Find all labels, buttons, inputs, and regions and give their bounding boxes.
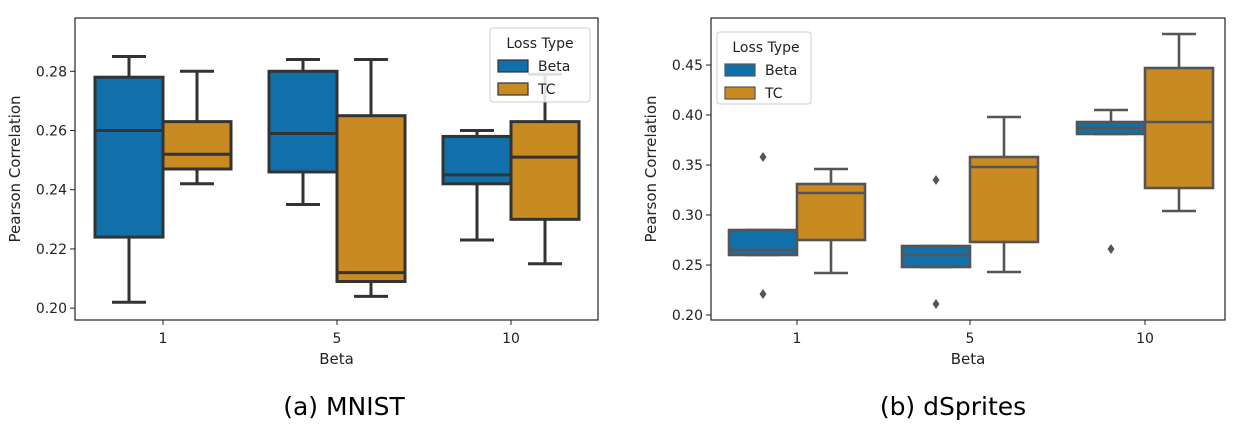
x-axis-label: Beta — [319, 350, 354, 368]
y-tick-label: 0.45 — [672, 58, 703, 74]
y-axis-label: Pearson Correlation — [6, 95, 24, 242]
box-body-beta — [267, 69, 339, 174]
legend-title: Loss Type — [732, 40, 799, 56]
outlier-marker — [759, 289, 767, 299]
y-tick-label: 0.20 — [672, 308, 703, 324]
y-tick-label: 0.22 — [36, 242, 67, 258]
box-body-tc — [968, 155, 1040, 244]
box-body-beta — [93, 75, 165, 239]
box-body-beta — [441, 134, 513, 186]
legend-label-tc: TC — [764, 86, 783, 102]
legend-swatch-tc — [724, 86, 756, 100]
outlier-marker — [759, 152, 767, 162]
dsprites-chart: 0.20 0.25 0.30 0.35 0.40 0.45 1 5 10 Beta Pearson … — [642, 17, 1226, 368]
y-tick-label: 0.26 — [36, 124, 67, 140]
legend-swatch-beta — [724, 63, 756, 77]
y-axis-label: Pearson Correlation — [642, 95, 660, 242]
x-tick-label: 5 — [966, 331, 975, 347]
mnist-chart: 0.20 0.22 0.24 0.26 0.28 1 5 10 Beta Pearson Corr… — [6, 17, 599, 368]
y-tick-label: 0.25 — [672, 258, 703, 274]
dsprites-caption: (b) dSprites — [879, 392, 1027, 421]
outlier-marker — [932, 175, 940, 185]
plot-frame — [710, 17, 1226, 321]
box-body-tc — [161, 120, 233, 171]
legend-title: Loss Type — [506, 36, 573, 52]
box-body-tc — [509, 120, 581, 221]
mnist-caption: (a) MNIST — [283, 392, 405, 421]
box-body-tc — [335, 114, 407, 284]
x-tick-label: 5 — [333, 331, 342, 347]
x-axis-label: Beta — [951, 350, 986, 368]
y-tick-label: 0.35 — [672, 158, 703, 174]
box-body-tc — [1143, 66, 1215, 190]
y-tick-label: 0.24 — [36, 183, 67, 199]
legend-label-tc: TC — [537, 82, 556, 98]
x-tick-label: 10 — [1136, 331, 1154, 347]
x-tick-label: 1 — [159, 331, 168, 347]
outlier-marker — [1107, 244, 1115, 254]
y-tick-label: 0.28 — [36, 64, 67, 80]
y-tick-label: 0.40 — [672, 108, 703, 124]
legend-swatch-tc — [497, 82, 529, 96]
box-body-beta — [900, 244, 972, 269]
legend-label-beta: Beta — [538, 59, 570, 75]
legend-box — [716, 31, 812, 105]
x-tick-label: 1 — [793, 331, 802, 347]
x-tick-label: 10 — [502, 331, 520, 347]
legend-label-beta: Beta — [765, 63, 797, 79]
y-tick-label: 0.30 — [672, 208, 703, 224]
y-tick-label: 0.20 — [36, 301, 67, 317]
outlier-marker — [932, 299, 940, 309]
legend-swatch-beta — [497, 59, 529, 73]
